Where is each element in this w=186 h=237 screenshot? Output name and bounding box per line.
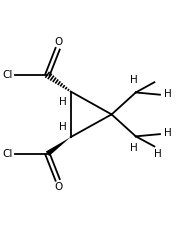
Text: O: O: [54, 37, 63, 47]
Polygon shape: [46, 137, 71, 156]
Text: H: H: [154, 149, 162, 159]
Text: H: H: [59, 122, 67, 132]
Text: H: H: [130, 143, 138, 153]
Text: Cl: Cl: [2, 70, 12, 80]
Text: Cl: Cl: [2, 149, 12, 159]
Text: H: H: [130, 75, 138, 85]
Text: H: H: [163, 89, 171, 99]
Text: O: O: [54, 182, 63, 192]
Text: H: H: [59, 97, 67, 107]
Text: H: H: [163, 128, 171, 138]
